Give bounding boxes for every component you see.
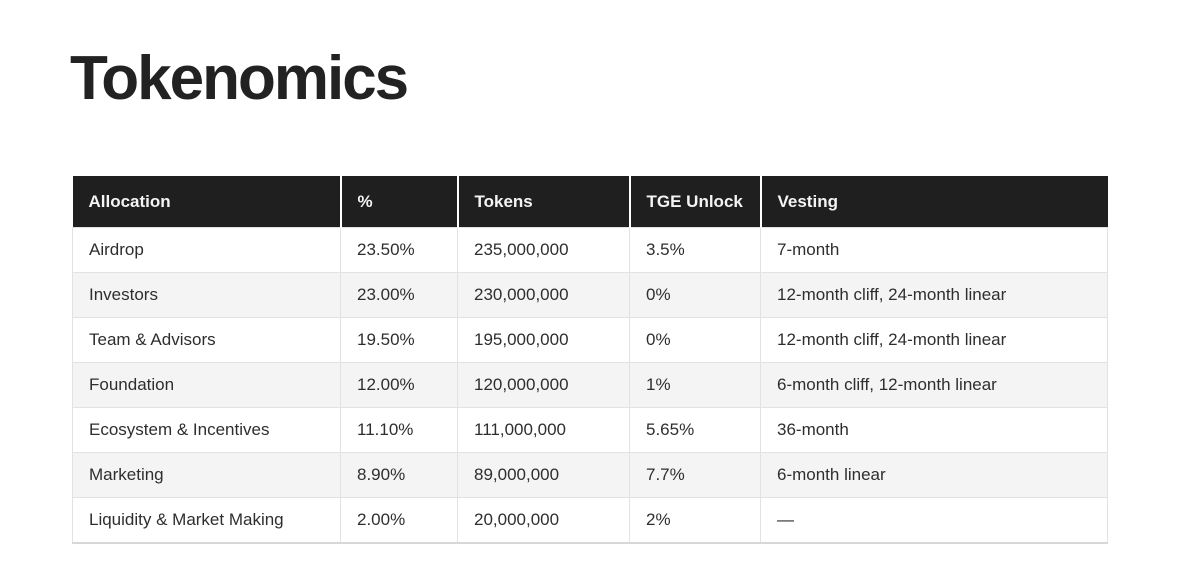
cell-percent: 8.90% (340, 452, 458, 498)
table-row-marketing: Marketing 8.90% 89,000,000 7.7% 6-month … (72, 452, 1108, 498)
cell-tge-unlock: 3.5% (629, 227, 761, 273)
cell-tge-unlock: 1% (629, 362, 761, 408)
tokenomics-table: Allocation % Tokens TGE Unlock Vesting A… (72, 176, 1108, 544)
cell-allocation: Foundation (72, 362, 341, 408)
cell-vesting: 6-month linear (760, 452, 1108, 498)
cell-tge-unlock: 5.65% (629, 407, 761, 453)
table-row-investors: Investors 23.00% 230,000,000 0% 12-month… (72, 272, 1108, 318)
table-row-liquidity-market-making: Liquidity & Market Making 2.00% 20,000,0… (72, 497, 1108, 544)
table-row-foundation: Foundation 12.00% 120,000,000 1% 6-month… (72, 362, 1108, 408)
cell-vesting: 12-month cliff, 24-month linear (760, 317, 1108, 363)
cell-percent: 12.00% (340, 362, 458, 408)
page-title: Tokenomics (70, 43, 409, 113)
cell-tokens: 111,000,000 (457, 407, 630, 453)
cell-percent: 11.10% (340, 407, 458, 453)
cell-percent: 2.00% (340, 497, 458, 544)
cell-tge-unlock: 0% (629, 272, 761, 318)
cell-vesting: 12-month cliff, 24-month linear (760, 272, 1108, 318)
cell-tokens: 195,000,000 (457, 317, 630, 363)
col-header-tokens: Tokens (457, 176, 631, 228)
cell-tokens: 20,000,000 (457, 497, 630, 544)
cell-allocation: Ecosystem & Incentives (72, 407, 341, 453)
cell-allocation: Investors (72, 272, 341, 318)
table-row-ecosystem-incentives: Ecosystem & Incentives 11.10% 111,000,00… (72, 407, 1108, 453)
cell-tge-unlock: 0% (629, 317, 761, 363)
col-header-tge-unlock: TGE Unlock (629, 176, 762, 228)
cell-allocation: Airdrop (72, 227, 341, 273)
cell-vesting: 6-month cliff, 12-month linear (760, 362, 1108, 408)
cell-percent: 23.50% (340, 227, 458, 273)
cell-allocation: Team & Advisors (72, 317, 341, 363)
cell-vesting: 7-month (760, 227, 1108, 273)
table-header: Allocation % Tokens TGE Unlock Vesting (72, 176, 1108, 228)
cell-tokens: 230,000,000 (457, 272, 630, 318)
cell-tge-unlock: 2% (629, 497, 761, 544)
cell-tokens: 235,000,000 (457, 227, 630, 273)
cell-percent: 19.50% (340, 317, 458, 363)
cell-vesting: 36-month (760, 407, 1108, 453)
cell-allocation: Liquidity & Market Making (72, 497, 341, 544)
cell-vesting: — (760, 497, 1108, 544)
col-header-percent: % (340, 176, 459, 228)
cell-tokens: 89,000,000 (457, 452, 630, 498)
cell-tge-unlock: 7.7% (629, 452, 761, 498)
col-header-vesting: Vesting (760, 176, 1108, 228)
cell-allocation: Marketing (72, 452, 341, 498)
header-row: Allocation % Tokens TGE Unlock Vesting (72, 176, 1108, 228)
table-body: Airdrop 23.50% 235,000,000 3.5% 7-month … (72, 227, 1108, 544)
table-row-team-advisors: Team & Advisors 19.50% 195,000,000 0% 12… (72, 317, 1108, 363)
col-header-allocation: Allocation (72, 176, 342, 228)
cell-percent: 23.00% (340, 272, 458, 318)
table-row-airdrop: Airdrop 23.50% 235,000,000 3.5% 7-month (72, 227, 1108, 273)
cell-tokens: 120,000,000 (457, 362, 630, 408)
